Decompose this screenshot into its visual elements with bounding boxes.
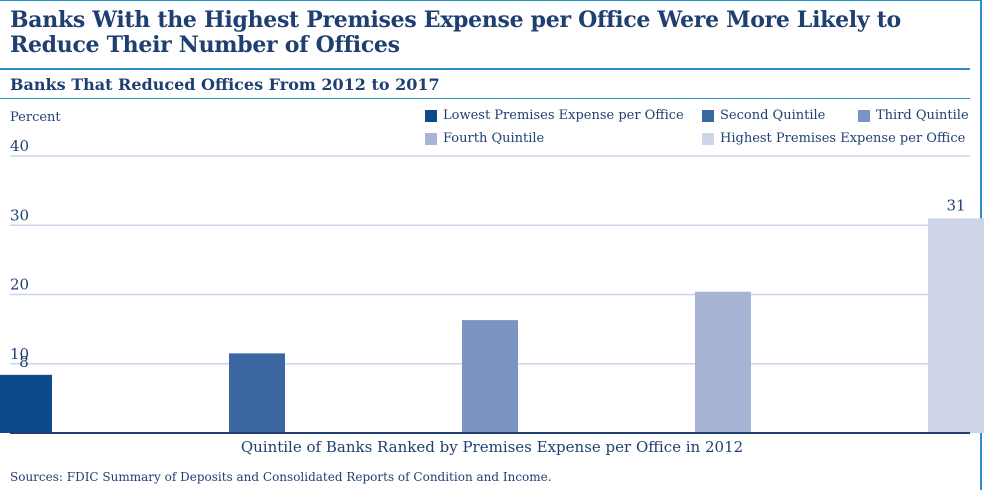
legend-swatch-fourth bbox=[425, 132, 437, 145]
legend-swatch-highest bbox=[702, 132, 714, 145]
legend-item-lowest: Lowest Premises Expense per Office bbox=[425, 108, 684, 123]
legend-swatch-lowest bbox=[425, 109, 437, 122]
bar-2 bbox=[229, 353, 285, 433]
legend-swatch-second bbox=[702, 109, 714, 122]
data-label-1: 8 bbox=[19, 353, 29, 371]
legend-item-highest: Highest Premises Expense per Office bbox=[702, 131, 965, 146]
y-tick-label-30: 30 bbox=[10, 206, 29, 224]
y-tick-label-40: 40 bbox=[10, 137, 29, 155]
legend-label-lowest: Lowest Premises Expense per Office bbox=[443, 108, 684, 123]
y-axis-label: Percent bbox=[10, 110, 61, 125]
y-tick-label-20: 20 bbox=[10, 276, 29, 294]
source-note: Sources: FDIC Summary of Deposits and Co… bbox=[10, 470, 552, 484]
data-label-5: 31 bbox=[946, 196, 965, 214]
legend-label-fourth: Fourth Quintile bbox=[443, 131, 545, 146]
legend-swatch-third bbox=[858, 109, 870, 122]
x-axis-label: Quintile of Banks Ranked by Premises Exp… bbox=[240, 438, 744, 456]
bar-3 bbox=[462, 320, 518, 433]
legend-label-second: Second Quintile bbox=[720, 108, 826, 123]
y-tick-label-10: 10 bbox=[10, 345, 29, 363]
legend-item-third: Third Quintile bbox=[858, 108, 969, 123]
legend-label-third: Third Quintile bbox=[876, 108, 969, 123]
chart-subtitle: Banks That Reduced Offices From 2012 to … bbox=[10, 75, 440, 94]
legend-item-second: Second Quintile bbox=[702, 108, 825, 123]
bar-5 bbox=[928, 218, 984, 433]
bar-1 bbox=[0, 374, 52, 433]
subtitle-divider bbox=[0, 98, 970, 99]
legend-item-fourth: Fourth Quintile bbox=[425, 131, 544, 146]
legend-label-highest: Highest Premises Expense per Office bbox=[720, 131, 966, 146]
chart-title: Banks With the Highest Premises Expense … bbox=[10, 7, 901, 58]
bar-4 bbox=[695, 291, 751, 433]
title-divider bbox=[0, 68, 970, 70]
